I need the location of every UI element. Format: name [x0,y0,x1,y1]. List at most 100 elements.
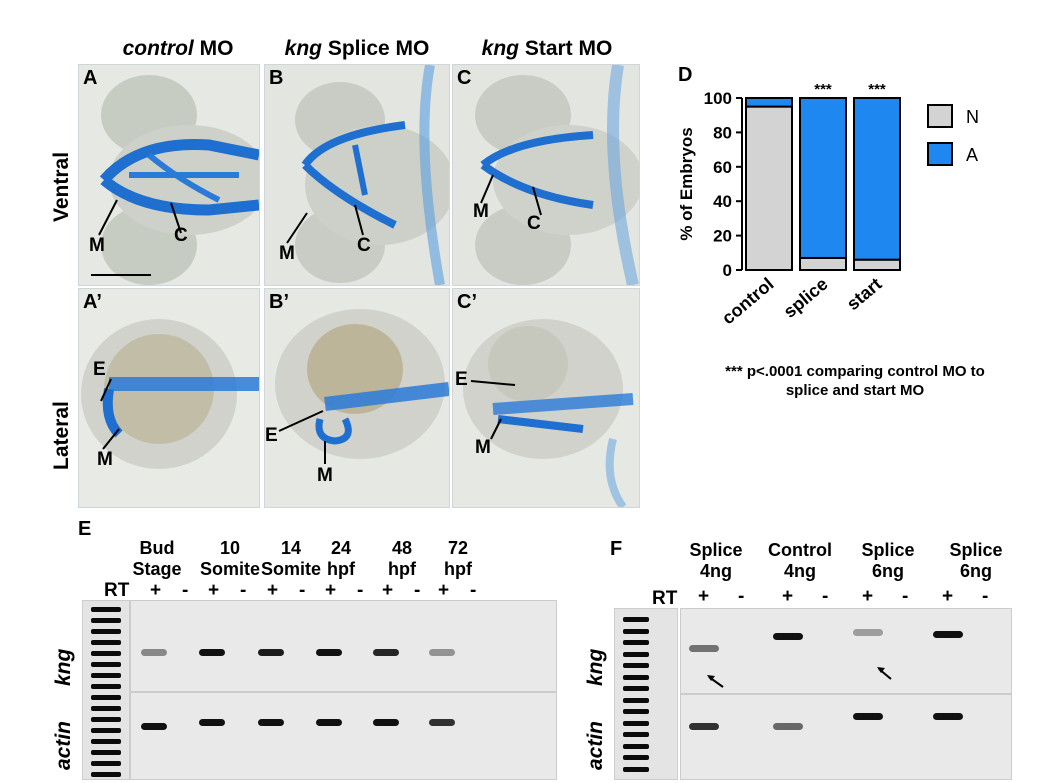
gel-e-plus-sign: + [150,580,162,601]
stacked-bar-chart: 0 20 40 60 80 100 % of Embryos control *** splice… [677,81,979,329]
lane-label-line2: 4ng [783,561,816,581]
ladder-band [91,706,121,711]
lane-label-line1: 14 [280,538,302,558]
y-tick-label: 100 [704,89,732,108]
gel-e-lane-label: 24 hpf [306,538,376,580]
gel-e-kng-gel [130,600,557,692]
annotation-m: M [279,243,295,264]
column-title-rest: Start MO [519,37,613,60]
ladder-band [91,739,121,744]
embryo-image-c-prime [463,319,634,507]
x-tick-label: control [718,274,778,329]
gel-band [373,649,399,656]
ladder-band [91,629,121,634]
gel-e-minus-sign: - [182,580,189,601]
column-title-splice: kng Splice MO [262,37,452,61]
ladder-band [91,761,121,766]
gel-e-plus-sign: + [325,580,337,601]
gel-e-plus-sign: + [382,580,394,601]
bar-N-start [853,258,901,271]
panel-label-b: B [269,67,284,89]
panel-label-c-prime: C’ [457,291,477,313]
gel-e-rt-label: RT [104,580,130,601]
chart-footnote-line2: splice and start MO [785,382,925,399]
column-title-rest: Splice MO [321,37,430,60]
ladder-band [623,628,649,634]
legend-swatch-A [927,142,953,166]
gel-e-ladder [82,600,130,780]
row-label-ventral: Ventral [50,151,73,222]
gel-f-plus-sign: + [942,586,954,607]
annotation-m: M [475,437,491,458]
annotation-e: E [93,359,106,380]
column-title-control: control MO [98,37,258,61]
annotation-e: E [265,425,278,446]
panel-a-ventral-control: A M C [78,64,260,286]
gel-e-minus-sign: - [414,580,421,601]
gel-band [373,719,399,726]
gel-e-lane-label: 48 hpf [367,538,437,580]
ladder-band [623,686,649,691]
lane-label-line2: Somite [260,559,321,579]
embryo-image-a-prime [81,319,259,469]
bar-A-start [853,97,901,261]
lane-label-line1: 24 [330,538,352,558]
gel-e-plus-sign: + [267,580,279,601]
gel-e-minus-sign: - [470,580,477,601]
ladder-band [623,663,649,668]
lane-label-line1: Splice [689,540,743,560]
gel-f-arrows [707,667,892,688]
gel-f-kng-gel [680,608,1012,694]
legend-swatch-N [927,104,953,128]
column-title-italic: control [122,37,194,60]
lane-label-line1: 72 [447,538,469,558]
annotation-m: M [473,201,489,222]
column-title-start: kng Start MO [457,37,637,61]
gel-band [429,649,455,656]
annotation-c: C [527,213,541,234]
gel-f-lane-label: Splice 6ng [936,540,1016,582]
gel-f-rt-label: RT [652,588,678,609]
ladder-band [91,717,121,722]
annotation-c: C [174,225,188,246]
lane-label-line1: 10 [219,538,241,558]
lane-label-line1: 48 [391,538,413,558]
ladder-band [91,673,121,678]
y-tick-label: 60 [713,158,732,177]
column-title-italic: kng [481,37,519,60]
gel-f-plus-sign: + [782,586,794,607]
panel-label-c: C [457,67,472,89]
gel-band [689,645,719,652]
gel-e-minus-sign: - [357,580,364,601]
ladder-band [623,697,649,703]
embryo-image-c [475,65,639,285]
panel-label-b-prime: B’ [269,291,289,313]
x-tick-label: splice [780,274,832,322]
ladder-band [623,766,649,772]
gel-band [853,629,883,636]
chart-footnote: *** p<.0001 comparing control MO to spli… [685,362,1025,400]
ladder-band [623,732,649,737]
gel-band [141,649,167,656]
panel-label-d: D [678,64,693,86]
ladder-band [91,728,121,733]
lane-label-line1: Bud [139,538,175,558]
gel-f-lane-label: Splice 6ng [848,540,928,582]
panel-label-a-prime: A’ [83,291,102,313]
lane-label-line1: Splice [949,540,1003,560]
ladder-band [623,674,649,680]
gel-e-lane-label: 10 Somite [195,538,265,580]
panel-label-e: E [78,518,92,540]
lane-label-line2: Stage [132,559,182,579]
gel-band [258,719,284,726]
gel-f-gene-actin: actin [584,720,607,770]
lane-label-line2: Somite [199,559,260,579]
gel-e-actin-gel [130,692,557,780]
bar-A-control [745,97,793,108]
ladder-band [623,617,649,622]
annotation-m: M [317,465,333,486]
panel-b-lateral-splice: B’ E M [264,288,450,508]
significance-marker: *** [814,81,832,98]
ladder-band [623,755,649,760]
gel-band [773,723,803,730]
